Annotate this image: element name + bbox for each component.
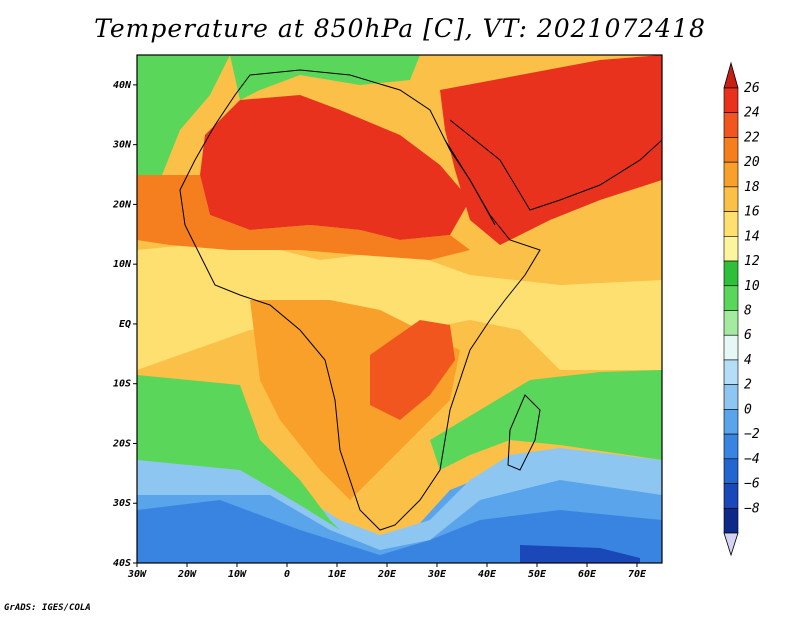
axes: 30W 20W 10W 0 10E 20E 30E 40E 50E 60E 70E 40N 30N 20N…	[112, 80, 647, 580]
colorbar-label: −4	[744, 452, 760, 467]
colorbar-label: −6	[744, 477, 760, 492]
lon-tick-label: 30W	[127, 569, 147, 580]
red-sea-coastline	[444, 139, 496, 226]
lon-tick-label: 70E	[628, 569, 647, 580]
colorbar-swatch	[723, 260, 739, 287]
colorbar-swatch	[723, 458, 739, 484]
plot-frame	[136, 54, 663, 564]
lon-tick-label: 40E	[478, 569, 497, 580]
lat-tick-label: 20S	[112, 438, 131, 449]
lon-tick-label: 0	[284, 569, 290, 580]
colorbar-label: 16	[744, 205, 760, 220]
region-east-africa-hot	[370, 320, 455, 420]
colorbar-label: 14	[744, 229, 760, 244]
colorbar-swatch	[723, 112, 739, 138]
colorbar-swatch	[723, 87, 739, 114]
colorbar-label: 10	[744, 279, 760, 294]
colorbar-swatch	[723, 236, 739, 262]
colorbar-label: 8	[744, 304, 752, 319]
colorbar-swatch	[723, 483, 739, 509]
lat-tick-label: 30N	[112, 140, 132, 151]
lon-tick-label: 50E	[528, 569, 547, 580]
colorbar-label: −2	[744, 427, 760, 442]
lon-tick-label: 30E	[427, 569, 447, 580]
colorbar-swatch	[723, 211, 739, 237]
colorbar-swatch	[723, 186, 739, 212]
colorbar-bottom-arrow	[723, 532, 739, 557]
colorbar-label: −8	[744, 501, 760, 516]
colorbar-swatch	[723, 409, 739, 435]
region-arabia-hot	[440, 55, 662, 245]
colorbar-top-arrow	[723, 61, 739, 89]
region-tropical-warm	[137, 240, 662, 370]
chart-title: Temperature at 850hPa [C], VT: 202107241…	[94, 14, 706, 43]
region-indian-ocean-green	[430, 370, 662, 470]
colorbar-swatch	[723, 334, 739, 361]
region-mediterranean-green	[230, 55, 420, 100]
colorbar-label: 0	[744, 402, 752, 417]
madagascar-coastline	[507, 394, 541, 471]
region-cool-band	[137, 448, 662, 550]
colorbar-swatch	[723, 433, 739, 460]
lat-tick-label: 40S	[113, 558, 131, 569]
region-sahel-orange	[137, 175, 470, 260]
lon-tick-label: 20E	[377, 569, 397, 580]
region-deep-cold-patch	[520, 545, 640, 563]
colorbar-label: 22	[744, 130, 760, 145]
lat-tick-label: 30S	[112, 498, 131, 509]
lat-tick-label: EQ	[119, 319, 131, 330]
colorbar-label: 4	[744, 353, 752, 368]
region-sahara-hot	[200, 95, 470, 240]
colorbar-swatch	[723, 507, 739, 534]
colorbar-swatch	[723, 310, 739, 336]
arabia-coastline	[449, 119, 662, 211]
lat-tick-label: 20N	[112, 199, 132, 210]
lat-tick-label: 10S	[113, 379, 131, 390]
colorbar-label: 12	[744, 254, 760, 269]
colorbar-swatch	[723, 137, 739, 163]
lon-tick-label: 60E	[578, 569, 597, 580]
colorbar-label: 20	[744, 155, 760, 170]
colorbar-swatch	[723, 285, 739, 311]
colorbar-label: 26	[744, 81, 760, 96]
region-north-atlantic-green	[137, 55, 230, 195]
temperature-field	[137, 55, 662, 563]
coastlines	[179, 69, 662, 531]
colorbar-label: 2	[744, 378, 752, 393]
colorbar-label: 18	[744, 180, 760, 195]
region-south-atlantic-green	[137, 375, 340, 530]
lat-tick-label: 40N	[113, 80, 132, 91]
colorbar-label: 24	[744, 106, 760, 121]
colorbar-label: 6	[744, 328, 752, 343]
colorbar-swatch	[723, 359, 739, 385]
credit-text: GrADS: IGES/COLA	[4, 603, 91, 613]
lon-tick-label: 10W	[228, 569, 247, 580]
lat-tick-label: 10N	[113, 259, 132, 270]
lon-tick-label: 10E	[328, 569, 347, 580]
lon-tick-label: 20W	[177, 569, 197, 580]
colorbar-swatch	[723, 384, 739, 410]
colorbar-swatch	[723, 161, 739, 188]
